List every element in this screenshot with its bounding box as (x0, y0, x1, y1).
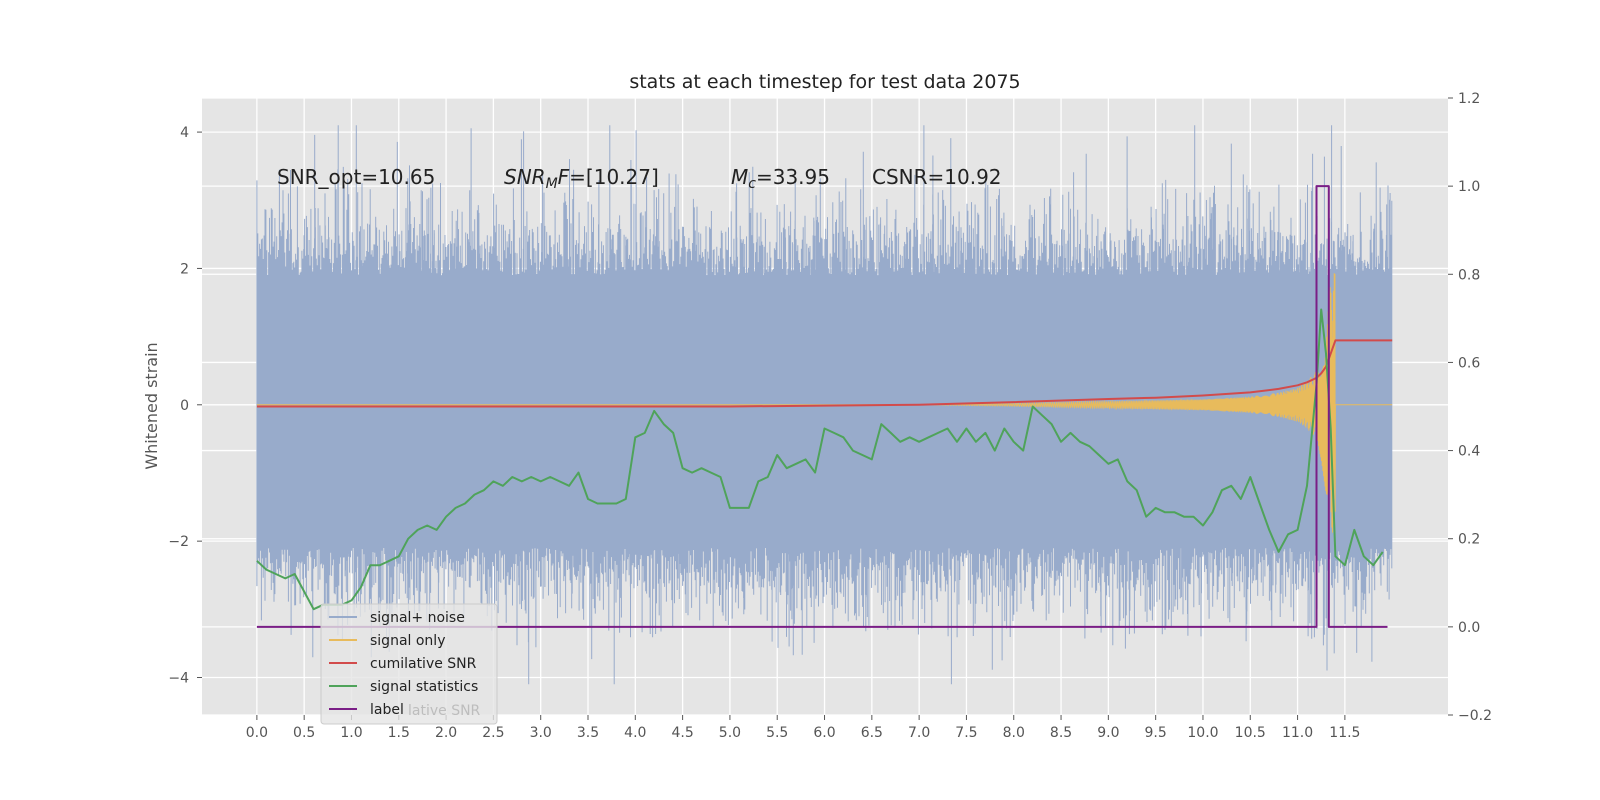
signal-only-series (256, 273, 1393, 533)
x-tick-label: 2.5 (482, 725, 504, 741)
legend-box (320, 603, 498, 725)
annotation-mc: Mc=33.95 (731, 165, 830, 192)
label-line (256, 185, 1388, 628)
x-tick-label: 7.0 (908, 725, 930, 741)
y-tick-label: 0 (180, 398, 189, 414)
x-tick-label: 4.5 (671, 725, 693, 741)
y2-tick-label: 1.2 (1458, 91, 1480, 107)
annotation-snr-opt: SNR_opt=10.65 (277, 165, 435, 189)
x-tick-label: 4.0 (624, 725, 646, 741)
x-tick-label: 0.5 (293, 725, 315, 741)
legend-label: signal+ noise (370, 610, 465, 626)
x-tick-label: 9.0 (1097, 725, 1119, 741)
x-tick-label: 9.5 (1145, 725, 1167, 741)
x-tick-label: 5.0 (719, 725, 741, 741)
y-axis-label: Whitened strain (142, 342, 161, 469)
y-tick-label: 4 (180, 125, 189, 141)
signal-statistics-line (256, 308, 1384, 611)
x-tick-label: 5.5 (766, 725, 788, 741)
x-tick-label: 11.0 (1282, 725, 1313, 741)
x-tick-label: 1.5 (388, 725, 410, 741)
legend: lative SNR signal+ noise signal only cumil… (320, 603, 498, 725)
y-tick-label: 2 (180, 261, 189, 277)
x-tick-label: 0.0 (246, 725, 268, 741)
annotation-snr-mf: SNRMF=[10.27] (504, 165, 659, 192)
x-tick-label: 6.0 (813, 725, 835, 741)
x-tick-label: 10.0 (1187, 725, 1218, 741)
x-tick-label: 2.0 (435, 725, 457, 741)
legend-label: label (370, 702, 404, 718)
y2-tick-label: 0.6 (1458, 355, 1480, 371)
y-tick-label: −4 (168, 671, 189, 687)
legend-label: signal only (370, 633, 445, 649)
x-axis-ticks: 0.0 0.5 1.0 1.5 2.0 2.5 3.0 3.5 4.0 4.5 5.0 5.5 6.0 6… (246, 715, 1360, 741)
y2-tick-label: −0.2 (1458, 708, 1492, 724)
y-tick-label: −2 (168, 534, 189, 550)
y2-tick-label: 0.2 (1458, 532, 1480, 548)
x-tick-label: 3.5 (577, 725, 599, 741)
annotation-csnr: CSNR=10.92 (872, 165, 1002, 189)
chart-title: stats at each timestep for test data 207… (629, 71, 1020, 93)
cumulative-snr-line (256, 339, 1393, 408)
y2-axis-ticks: 1.2 1.0 0.8 0.6 0.4 0.2 0.0 −0.2 (1448, 91, 1492, 724)
y2-tick-label: 0.8 (1458, 267, 1480, 283)
x-tick-label: 1.0 (340, 725, 362, 741)
y2-tick-label: 0.4 (1458, 444, 1480, 460)
x-tick-label: 6.5 (861, 725, 883, 741)
y-axis-ticks: 4 2 0 −2 −4 (168, 125, 202, 687)
x-tick-label: 7.5 (955, 725, 977, 741)
y2-tick-label: 1.0 (1458, 179, 1480, 195)
x-tick-label: 3.0 (530, 725, 552, 741)
y2-tick-label: 0.0 (1458, 620, 1480, 636)
x-tick-label: 11.5 (1329, 725, 1360, 741)
legend-ghost-text: lative SNR (408, 703, 481, 719)
legend-label: cumilative SNR (370, 656, 477, 672)
x-tick-label: 8.0 (1003, 725, 1025, 741)
legend-label: signal statistics (370, 679, 478, 695)
x-tick-label: 8.5 (1050, 725, 1072, 741)
signal-only-line (256, 273, 1393, 533)
line-series (256, 185, 1393, 628)
x-tick-label: 10.5 (1235, 725, 1266, 741)
